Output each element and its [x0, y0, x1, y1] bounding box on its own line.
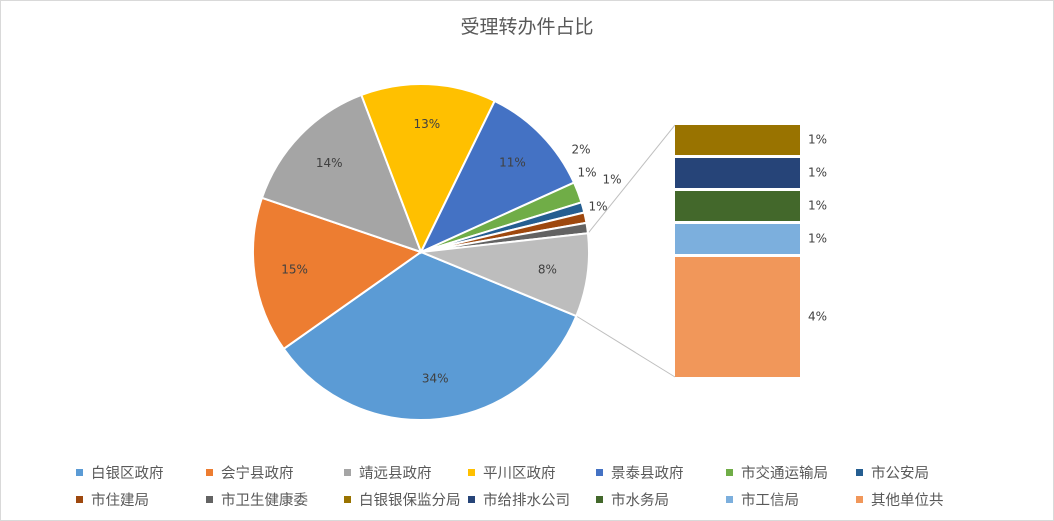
legend-label: 靖远县政府 — [359, 466, 432, 482]
legend-swatch — [596, 469, 603, 476]
legend-label: 会宁县政府 — [221, 466, 294, 482]
pie-label-4: 11% — [499, 156, 526, 170]
pie-label-0: 34% — [422, 371, 449, 385]
pie-label-7: 1% — [602, 173, 621, 187]
bar-label-2: 1% — [808, 199, 827, 213]
connector-line-bottom — [576, 315, 676, 378]
legend-swatch — [344, 469, 351, 476]
bar-segment-1 — [675, 158, 800, 188]
legend-item-12: 市工信局 — [726, 489, 799, 510]
legend-item-13: 其他单位共 — [856, 489, 944, 510]
legend-item-8: 市卫生健康委 — [206, 489, 308, 510]
pie-slice-4 — [418, 99, 576, 255]
legend-item-11: 市水务局 — [596, 489, 669, 510]
pie-slice-9 — [420, 232, 590, 318]
pie-label-5: 2% — [571, 143, 590, 157]
legend-item-7: 市住建局 — [76, 489, 149, 510]
legend-label: 白银区政府 — [91, 466, 164, 482]
legend-swatch — [206, 469, 213, 476]
pie-label-6: 1% — [577, 166, 596, 180]
legend-label: 市住建局 — [91, 493, 149, 509]
pie-slice-3 — [360, 83, 496, 255]
legend-label: 市给排水公司 — [483, 493, 570, 509]
pie-slice-2 — [260, 93, 423, 254]
legend-swatch — [76, 496, 83, 503]
bar-label-0: 1% — [808, 133, 827, 147]
connector-line-top — [587, 124, 676, 234]
bar-label-1: 1% — [808, 166, 827, 180]
legend-item-6: 市公安局 — [856, 462, 929, 483]
pie-slice-1 — [252, 196, 424, 351]
chart-title: 受理转办件占比 — [460, 16, 594, 38]
legend-label: 市工信局 — [741, 493, 799, 509]
legend-swatch — [468, 496, 475, 503]
legend-label: 平川区政府 — [483, 466, 556, 482]
legend-swatch — [468, 469, 475, 476]
legend-label: 其他单位共 — [871, 493, 944, 509]
legend-swatch — [596, 496, 603, 503]
pie-label-9: 8% — [538, 262, 557, 276]
legend-swatch — [856, 469, 863, 476]
legend-label: 市卫生健康委 — [221, 493, 308, 509]
bar-label-4: 4% — [808, 310, 827, 324]
legend-swatch — [76, 469, 83, 476]
legend-item-10: 市给排水公司 — [468, 489, 570, 510]
legend-item-9: 白银银保监分局 — [344, 489, 461, 510]
bar-segment-3 — [675, 224, 800, 254]
bar-segment-4 — [675, 257, 800, 377]
legend-item-3: 平川区政府 — [468, 462, 556, 483]
legend-item-5: 市交通运输局 — [726, 462, 828, 483]
legend-item-1: 会宁县政府 — [206, 462, 294, 483]
legend-label: 景泰县政府 — [611, 466, 684, 482]
legend-item-0: 白银区政府 — [76, 462, 164, 483]
legend-label: 市公安局 — [871, 466, 929, 482]
legend-swatch — [206, 496, 213, 503]
pie-label-3: 13% — [413, 117, 440, 131]
pie-label-2: 14% — [316, 156, 343, 170]
bar-segment-2 — [675, 191, 800, 221]
legend-label: 市水务局 — [611, 493, 669, 509]
legend-swatch — [344, 496, 351, 503]
legend-item-4: 景泰县政府 — [596, 462, 684, 483]
legend-swatch — [726, 469, 733, 476]
legend-swatch — [856, 496, 863, 503]
pie-label-1: 15% — [281, 263, 308, 277]
pie-slice-0 — [282, 250, 578, 421]
bar-segment-0 — [675, 125, 800, 155]
legend-label: 白银银保监分局 — [359, 493, 461, 509]
bar-label-3: 1% — [808, 232, 827, 246]
legend-label: 市交通运输局 — [741, 466, 828, 482]
legend-swatch — [726, 496, 733, 503]
pie-label-8: 1% — [588, 200, 607, 214]
legend-item-2: 靖远县政府 — [344, 462, 432, 483]
